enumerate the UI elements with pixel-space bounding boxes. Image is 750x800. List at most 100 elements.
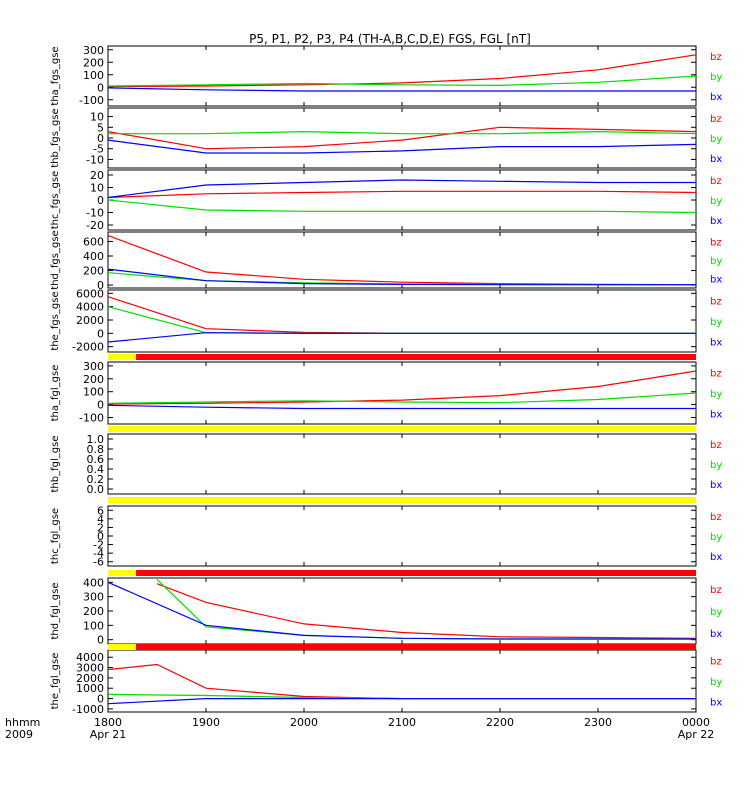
y-tick-label: 5 [97,121,104,134]
panel-ylabel: thb_fgs_gse [50,108,61,167]
y-tick-label: 0.2 [87,473,105,486]
legend-by: by [710,389,722,400]
y-tick-label: 300 [83,44,104,57]
panel-frame [107,577,697,645]
legend-by: by [710,532,722,543]
legend-bz: bz [710,440,722,451]
status-bar-red [136,354,696,360]
panel-frame [107,361,697,425]
legend-by: by [710,196,722,207]
series-line-by [107,392,697,404]
x-tick-label: 2100 [388,716,416,729]
time-row-label-hhmm: hhmm [5,716,40,729]
series-line-bz [107,663,696,700]
status-bar-yellow [108,497,696,503]
panel-ylabel: the_fgs_gse [50,291,61,350]
y-tick-label: 0 [97,194,104,207]
y-tick-label: 200 [83,605,104,618]
y-tick-label: -20 [86,219,104,232]
panel-ylabel: the_fgl_gse [50,653,61,710]
y-tick-label: 6000 [76,287,104,300]
y-tick-label: 0.0 [87,483,105,496]
series-line-bx [107,139,697,154]
y-tick-label: -100 [79,412,104,425]
panel-thb_fgl_gse: thb_fgl_gse 1.00.80.60.40.20.0 bz by bx [50,433,722,496]
status-bars [108,354,696,650]
y-tick-label: 0 [97,693,104,706]
series-line-bx [107,179,696,199]
legend-bx: bx [710,338,722,349]
panel-group: tha_fgs_gse 3002001000-100bzbybxthb_fgs_g… [50,44,722,716]
x-tick-label: 2000 [290,716,318,729]
legend-by: by [710,460,722,471]
y-tick-label: 200 [83,56,104,69]
time-end-date: Apr 22 [678,728,715,741]
status-bar-yellow [108,570,136,576]
y-tick-label: 2 [97,521,104,534]
series-line-bz [107,235,697,286]
series-line-by [107,693,696,700]
status-bar [108,354,696,360]
x-tick-label: 1800 [94,716,122,729]
legend-bx: bx [710,480,722,491]
y-tick-label: 200 [83,265,104,278]
legend-bx: bx [710,92,722,103]
series-line-bx [107,87,696,92]
y-tick-label: -1000 [72,703,104,716]
y-tick-label: 0 [97,327,104,340]
x-tick-label: 1900 [192,716,220,729]
legend-by: by [710,317,722,328]
series-line-bz [107,54,697,88]
status-bar [108,426,696,432]
status-bar-yellow [108,354,136,360]
status-bar-red [136,644,696,650]
series-line-bz [107,126,697,150]
series-line-by [107,272,696,286]
legend-by: by [710,256,722,267]
legend-bz: bz [710,296,722,307]
y-tick-label: 4000 [76,651,104,664]
y-tick-label: 0.6 [87,453,105,466]
legend-bz: bz [710,585,722,596]
legend-bz: bz [710,52,722,63]
series-line-bx [107,404,696,410]
series-line-bx [107,268,696,286]
panel-frame [107,169,697,231]
series-line-bx [107,697,696,705]
status-bar-yellow [108,644,136,650]
legend-bx: bx [710,698,722,709]
status-bar-yellow [108,426,696,432]
y-tick-label: 600 [83,235,104,248]
panel-frame [107,505,697,567]
y-tick-label: 0.4 [87,463,105,476]
y-tick-label: 100 [83,619,104,632]
panel-ylabel: tha_fgs_gse [50,46,61,105]
series-line-bx [107,332,696,343]
legend-bz: bz [710,237,722,248]
y-tick-label: -2 [93,539,104,552]
legend-bx: bx [710,629,722,640]
y-tick-label: 0 [97,399,104,412]
y-tick-label: 4 [97,513,104,526]
y-tick-label: 300 [83,360,104,373]
y-tick-label: 4000 [76,301,104,314]
legend-bz: bz [710,512,722,523]
panel-ylabel: thc_fgl_gse [50,508,61,564]
panel-ylabel: thb_fgl_gse [50,436,61,493]
legend-bx: bx [710,216,722,227]
y-tick-label: 2000 [76,672,104,685]
panel-thd_fgs_gse: thd_fgs_gse 600 400 2000 bz by bx [50,230,722,292]
panel-frame [107,433,697,495]
y-tick-label: 100 [83,69,104,82]
page-title: P5, P1, P2, P3, P4 (TH-A,B,C,D,E) FGS, F… [249,32,531,46]
y-tick-label: 300 [83,591,104,604]
status-bar [108,570,696,576]
